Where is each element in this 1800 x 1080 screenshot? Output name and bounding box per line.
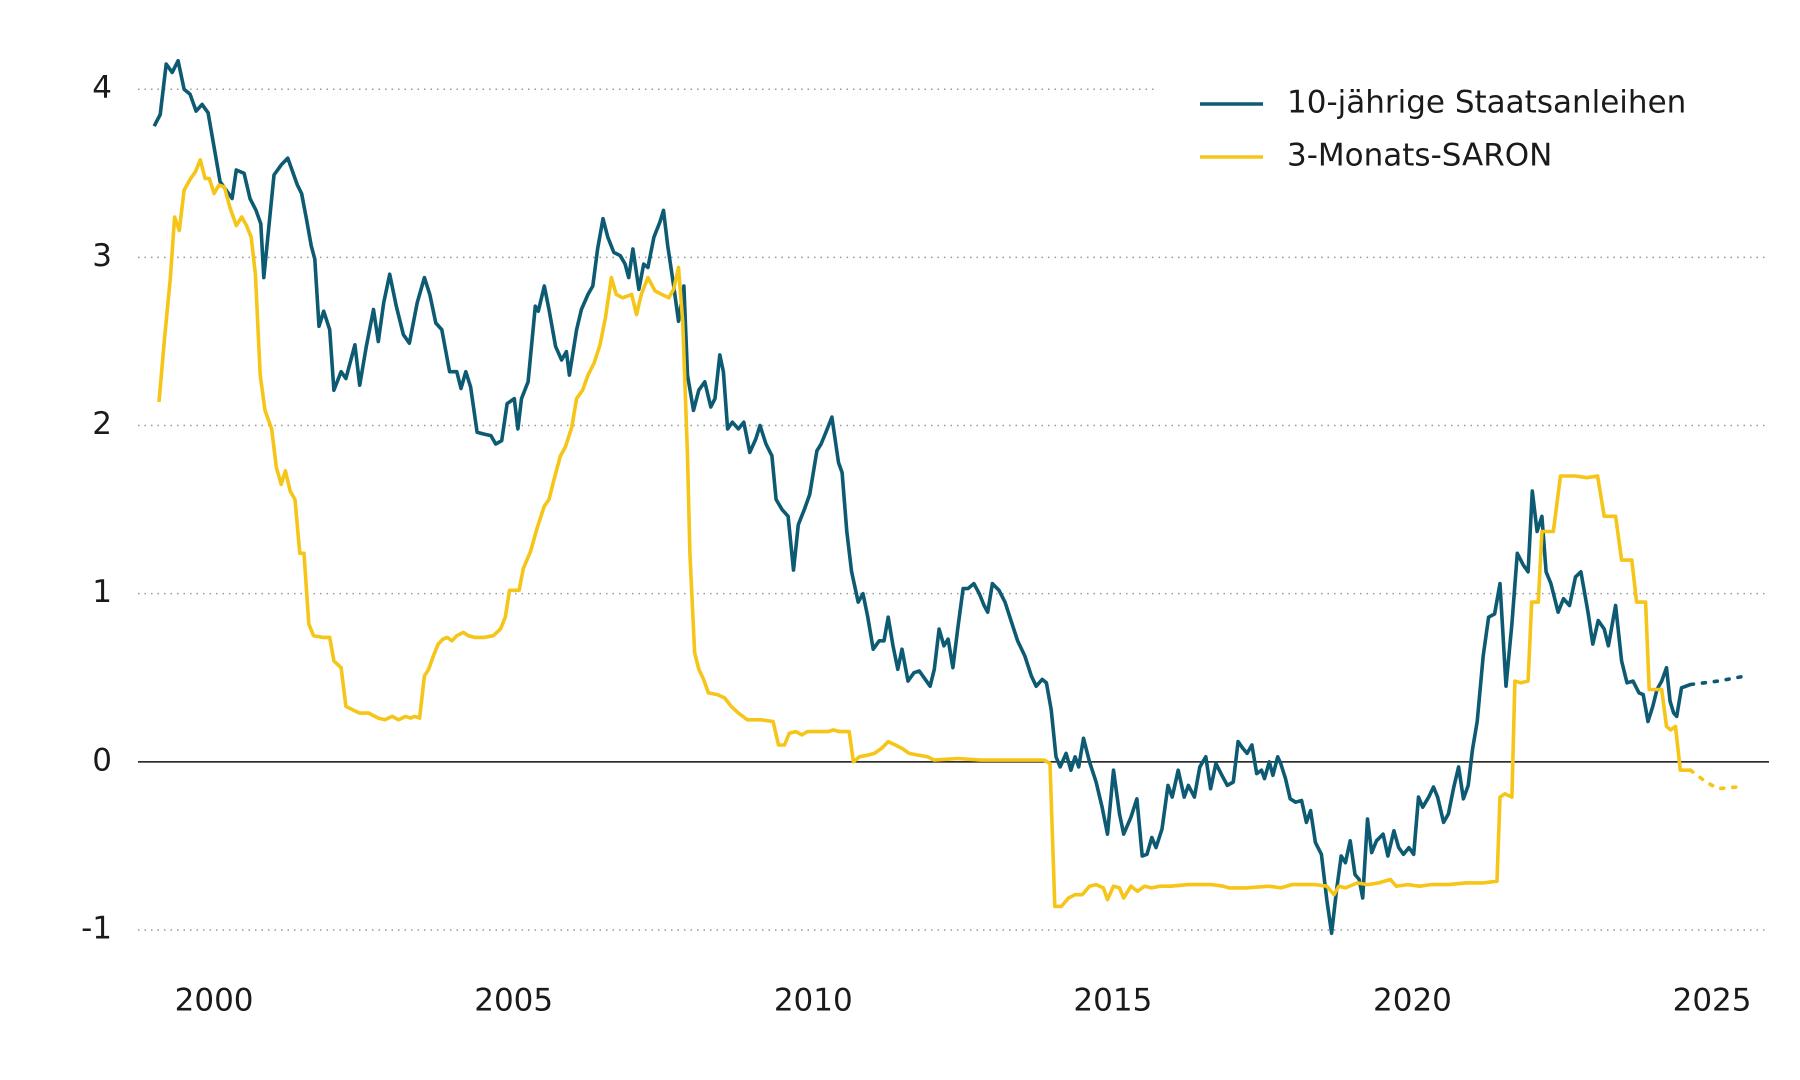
x-tick-label: 2015 xyxy=(1073,983,1152,1019)
x-tick-label: 2000 xyxy=(175,983,254,1019)
y-tick-label: 0 xyxy=(92,742,112,778)
y-tick-label: 4 xyxy=(92,70,112,106)
y-tick-label: -1 xyxy=(81,910,112,946)
forecast-line xyxy=(1688,768,1739,791)
x-tick-label: 2010 xyxy=(774,983,853,1019)
forecast-line xyxy=(1688,674,1747,687)
x-tick-label: 2025 xyxy=(1673,983,1752,1019)
series-line xyxy=(152,58,1692,936)
x-tick-label: 2020 xyxy=(1373,983,1452,1019)
y-tick-label: 2 xyxy=(92,406,112,442)
x-tick-label: 2005 xyxy=(474,983,553,1019)
y-tick-label: 3 xyxy=(92,238,112,274)
series-line xyxy=(157,158,1691,909)
legend-label: 10-jährige Staatsanleihen xyxy=(1287,85,1686,121)
y-tick-label: 1 xyxy=(92,574,112,610)
legend-label: 3-Monats-SARON xyxy=(1287,138,1552,174)
